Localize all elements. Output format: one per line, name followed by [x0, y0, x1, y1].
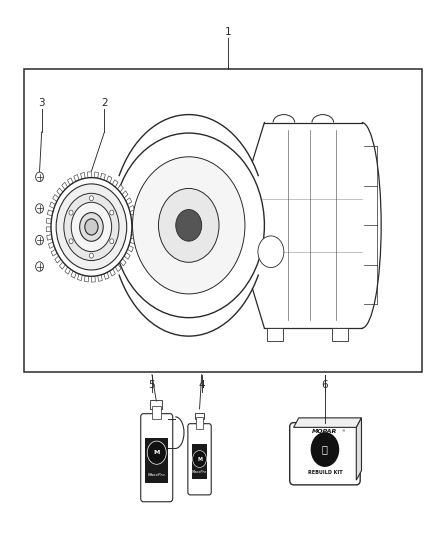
Polygon shape	[129, 205, 134, 212]
Polygon shape	[46, 227, 51, 232]
Polygon shape	[55, 256, 61, 263]
Text: REBUILD KIT: REBUILD KIT	[307, 470, 342, 475]
Circle shape	[46, 172, 136, 281]
Text: 2: 2	[101, 98, 108, 108]
Text: 6: 6	[321, 381, 328, 391]
Polygon shape	[110, 269, 115, 276]
Text: MOPAR: MOPAR	[312, 429, 338, 434]
FancyBboxPatch shape	[188, 424, 211, 495]
Circle shape	[85, 219, 98, 235]
Polygon shape	[130, 238, 135, 244]
Circle shape	[69, 239, 73, 244]
Text: 3: 3	[39, 98, 45, 108]
Text: MaxxPro: MaxxPro	[148, 473, 166, 477]
FancyBboxPatch shape	[131, 112, 377, 339]
Polygon shape	[106, 176, 112, 183]
Circle shape	[89, 196, 93, 201]
Polygon shape	[92, 276, 95, 282]
Polygon shape	[101, 173, 106, 180]
FancyBboxPatch shape	[290, 423, 360, 485]
Polygon shape	[293, 418, 361, 427]
Circle shape	[258, 236, 284, 268]
Text: 4: 4	[198, 381, 205, 391]
Circle shape	[64, 193, 119, 261]
Polygon shape	[126, 198, 132, 205]
Circle shape	[176, 209, 202, 241]
Polygon shape	[122, 191, 128, 198]
Bar	[150, 400, 162, 409]
Bar	[332, 328, 348, 342]
Text: M: M	[197, 457, 202, 462]
Text: M: M	[154, 450, 160, 455]
Polygon shape	[120, 259, 126, 266]
Circle shape	[35, 236, 43, 245]
Polygon shape	[67, 178, 73, 185]
Circle shape	[311, 432, 339, 467]
Polygon shape	[356, 418, 361, 480]
Bar	[145, 438, 168, 483]
Circle shape	[193, 450, 206, 467]
Circle shape	[35, 172, 43, 182]
Circle shape	[80, 213, 103, 241]
Circle shape	[35, 262, 43, 271]
Bar	[192, 443, 207, 479]
Polygon shape	[85, 276, 88, 282]
Polygon shape	[65, 267, 71, 274]
Polygon shape	[117, 185, 124, 192]
Polygon shape	[46, 219, 52, 223]
Polygon shape	[104, 272, 109, 279]
Circle shape	[113, 133, 265, 318]
Polygon shape	[131, 214, 136, 219]
Polygon shape	[71, 271, 76, 278]
Circle shape	[71, 203, 112, 252]
Polygon shape	[51, 249, 57, 256]
Polygon shape	[47, 235, 52, 240]
Text: 1: 1	[224, 27, 231, 37]
FancyBboxPatch shape	[141, 414, 173, 502]
Polygon shape	[124, 253, 130, 260]
Circle shape	[35, 204, 43, 213]
Polygon shape	[53, 195, 59, 201]
Circle shape	[110, 210, 114, 215]
Polygon shape	[74, 174, 79, 182]
Polygon shape	[112, 180, 118, 187]
Circle shape	[147, 441, 166, 464]
Polygon shape	[78, 274, 82, 281]
Polygon shape	[47, 210, 53, 216]
Polygon shape	[49, 242, 54, 248]
Circle shape	[159, 189, 219, 262]
Polygon shape	[49, 202, 55, 208]
Text: MaxxPro: MaxxPro	[192, 470, 207, 474]
Polygon shape	[94, 172, 99, 178]
Circle shape	[89, 253, 93, 258]
Bar	[195, 413, 204, 419]
Bar	[268, 328, 283, 342]
Circle shape	[133, 157, 245, 294]
Polygon shape	[132, 222, 137, 227]
Text: Ⓜ: Ⓜ	[322, 445, 328, 455]
Circle shape	[56, 184, 127, 270]
Text: ®: ®	[341, 430, 345, 433]
Polygon shape	[98, 275, 102, 281]
Circle shape	[110, 239, 114, 244]
Polygon shape	[62, 182, 67, 190]
Bar	[152, 406, 161, 419]
Polygon shape	[88, 172, 92, 178]
Polygon shape	[60, 262, 65, 269]
Circle shape	[69, 210, 73, 215]
Polygon shape	[81, 173, 85, 179]
Polygon shape	[127, 246, 133, 252]
Bar	[25, 69, 422, 372]
Bar	[196, 417, 203, 429]
Polygon shape	[115, 264, 121, 271]
Text: 5: 5	[148, 381, 155, 391]
Polygon shape	[57, 188, 63, 195]
Circle shape	[51, 177, 132, 276]
Polygon shape	[131, 230, 137, 236]
